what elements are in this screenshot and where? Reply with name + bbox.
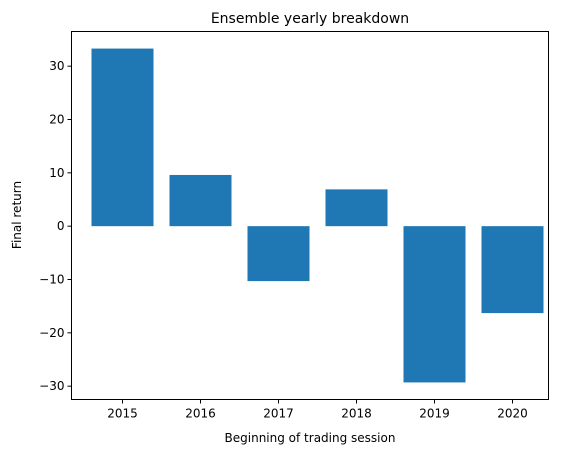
y-tick-label: 0 xyxy=(57,219,65,233)
chart-title: Ensemble yearly breakdown xyxy=(211,11,409,27)
y-axis-label: Final return xyxy=(10,181,24,249)
x-tick-label: 2015 xyxy=(107,407,138,421)
plot-frame xyxy=(71,31,549,400)
x-tick-label: 2018 xyxy=(341,407,372,421)
y-tick-label: −20 xyxy=(39,326,64,340)
bar-2016 xyxy=(169,174,232,227)
y-tick-label: −10 xyxy=(39,273,64,287)
x-tick-label: 2017 xyxy=(263,407,294,421)
y-tick-label: −30 xyxy=(39,379,64,393)
x-tick-label: 2020 xyxy=(497,407,528,421)
y-tick-label: 10 xyxy=(49,166,64,180)
y-tick-label: 30 xyxy=(49,59,64,73)
y-tick-label: 20 xyxy=(49,113,64,127)
bar-2019 xyxy=(403,226,466,383)
x-axis-label: Beginning of trading session xyxy=(225,431,396,445)
x-tick-label: 2019 xyxy=(419,407,450,421)
bar-2018 xyxy=(325,189,388,227)
bar-2017 xyxy=(247,226,310,282)
bar-2020 xyxy=(481,226,544,314)
bars-group xyxy=(91,48,544,383)
x-tick-label: 2016 xyxy=(185,407,216,421)
x-axis-ticks: 2015 2016 2017 2018 2019 2020 xyxy=(107,399,528,421)
y-axis-ticks: 30 20 10 0 −10 −20 −30 xyxy=(39,59,72,393)
bar-2015 xyxy=(91,48,154,227)
